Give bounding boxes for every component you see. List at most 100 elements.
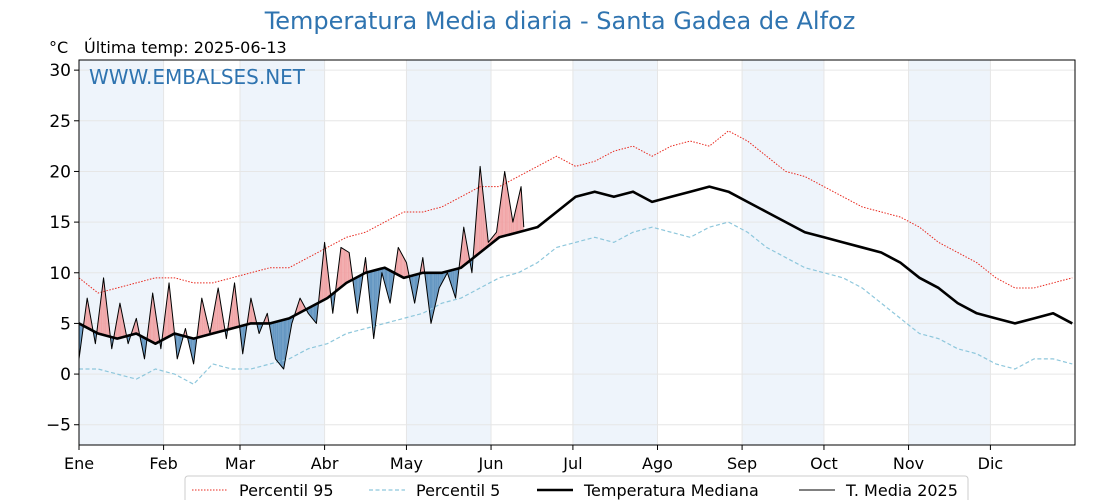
fill-below-median xyxy=(426,272,429,302)
fill-above-median xyxy=(519,186,522,232)
month-shade xyxy=(79,60,164,445)
fill-above-median xyxy=(102,277,104,335)
fill-above-median xyxy=(151,293,153,343)
fill-above-median xyxy=(480,166,482,253)
fill-below-median xyxy=(177,334,179,359)
month-shade xyxy=(239,60,325,445)
fill-below-median xyxy=(274,321,276,359)
fill-below-median xyxy=(285,319,287,362)
fill-above-median xyxy=(119,303,122,338)
fill-below-median xyxy=(179,335,182,349)
fill-above-median xyxy=(515,204,517,233)
fill-above-median xyxy=(133,322,135,335)
fill-below-median xyxy=(278,320,280,364)
fill-above-median xyxy=(118,303,120,339)
fill-above-median xyxy=(504,171,507,236)
x-axis: Ene Feb Mar Abr May Jun Jul Ago Sep Oct Nov Dic xyxy=(64,445,1003,473)
fill-above-median xyxy=(347,251,350,283)
fill-above-median xyxy=(346,250,348,283)
fill-above-median xyxy=(507,188,509,236)
median-line xyxy=(78,185,1073,345)
p95-line xyxy=(78,130,1073,294)
fill-above-median xyxy=(233,282,235,329)
fill-below-median xyxy=(440,272,442,286)
fill-above-median xyxy=(343,249,346,286)
fill-above-median xyxy=(199,309,201,338)
fill-below-median xyxy=(276,321,279,363)
fill-below-median xyxy=(439,272,441,288)
fill-above-median xyxy=(201,298,204,337)
fill-above-median xyxy=(215,295,217,333)
fill-below-median xyxy=(372,270,374,339)
fill-below-median xyxy=(289,317,291,339)
fill-above-median xyxy=(152,293,155,343)
fill-above-median xyxy=(508,196,511,235)
plot-frame xyxy=(78,59,1076,446)
legend: Percentil 95 Percentil 5 Temperatura Media… xyxy=(184,475,969,500)
fill-below-median xyxy=(429,272,432,324)
fill-below-median xyxy=(315,303,317,324)
fill-above-median xyxy=(516,198,519,233)
last-temp-label: Última temp: 2025-06-13 xyxy=(84,38,287,57)
fill-above-median xyxy=(340,247,343,288)
fill-above-median xyxy=(466,242,468,264)
y-tick-label: 10 xyxy=(49,264,71,284)
fill-below-median xyxy=(435,272,437,306)
fill-above-median xyxy=(506,179,508,236)
fill-above-median xyxy=(481,179,483,252)
x-tick-label: Feb xyxy=(149,454,177,473)
y-tick-label: 15 xyxy=(49,213,71,233)
month-shade xyxy=(572,60,658,445)
watermark-text: WWW.EMBALSES.NET xyxy=(89,65,306,89)
x-tick-label: Ago xyxy=(642,454,673,473)
x-tick-label: Dic xyxy=(978,454,1004,473)
fill-above-median xyxy=(167,282,170,338)
y-tick-label: 25 xyxy=(49,112,71,132)
fill-below-median xyxy=(451,269,453,290)
fill-below-median xyxy=(312,305,314,321)
x-tick-label: Jul xyxy=(562,454,582,473)
fill-below-median xyxy=(279,320,281,366)
fill-below-median xyxy=(275,321,277,361)
fill-above-median xyxy=(396,247,399,275)
fill-above-median xyxy=(327,266,329,299)
x-tick-label: Ene xyxy=(64,454,94,473)
x-tick-label: Abr xyxy=(311,454,339,473)
legend-label: Temperatura Mediana xyxy=(583,481,759,500)
fill-below-median xyxy=(416,274,418,296)
legend-label: Percentil 95 xyxy=(239,481,334,500)
fill-above-median xyxy=(85,298,88,328)
unit-label: °C xyxy=(49,38,69,57)
fill-below-median xyxy=(387,269,389,299)
x-tick-label: Nov xyxy=(893,454,924,473)
fill-above-median xyxy=(349,252,351,282)
fill-above-median xyxy=(399,249,401,277)
fill-above-median xyxy=(497,211,500,239)
fill-below-median xyxy=(385,268,388,294)
y-axis: −5 0 5 10 15 20 25 30 xyxy=(46,61,79,436)
fill-above-median xyxy=(398,247,400,276)
fill-above-median xyxy=(230,301,232,329)
y-tick-label: 0 xyxy=(60,365,71,385)
y-tick-label: −5 xyxy=(46,416,71,436)
fill-above-median xyxy=(235,294,238,328)
fill-above-median xyxy=(338,258,340,290)
fill-above-median xyxy=(115,318,118,339)
fill-below-median xyxy=(280,320,283,368)
fill-above-median xyxy=(478,166,481,254)
fill-above-median xyxy=(103,277,105,336)
chart-title: Temperatura Media diaria - Santa Gadea d… xyxy=(264,7,856,35)
fill-above-median xyxy=(518,192,520,233)
x-tick-label: Sep xyxy=(727,454,757,473)
fill-above-median xyxy=(482,191,485,251)
fill-below-median xyxy=(454,269,456,299)
series-lines xyxy=(78,130,1073,385)
fill-above-median xyxy=(405,260,407,278)
month-shading xyxy=(79,60,991,445)
fill-above-median xyxy=(297,302,299,315)
fill-below-median xyxy=(369,271,371,312)
fill-above-median xyxy=(501,181,504,237)
month-shade xyxy=(908,60,991,445)
fill-below-median xyxy=(431,272,433,324)
